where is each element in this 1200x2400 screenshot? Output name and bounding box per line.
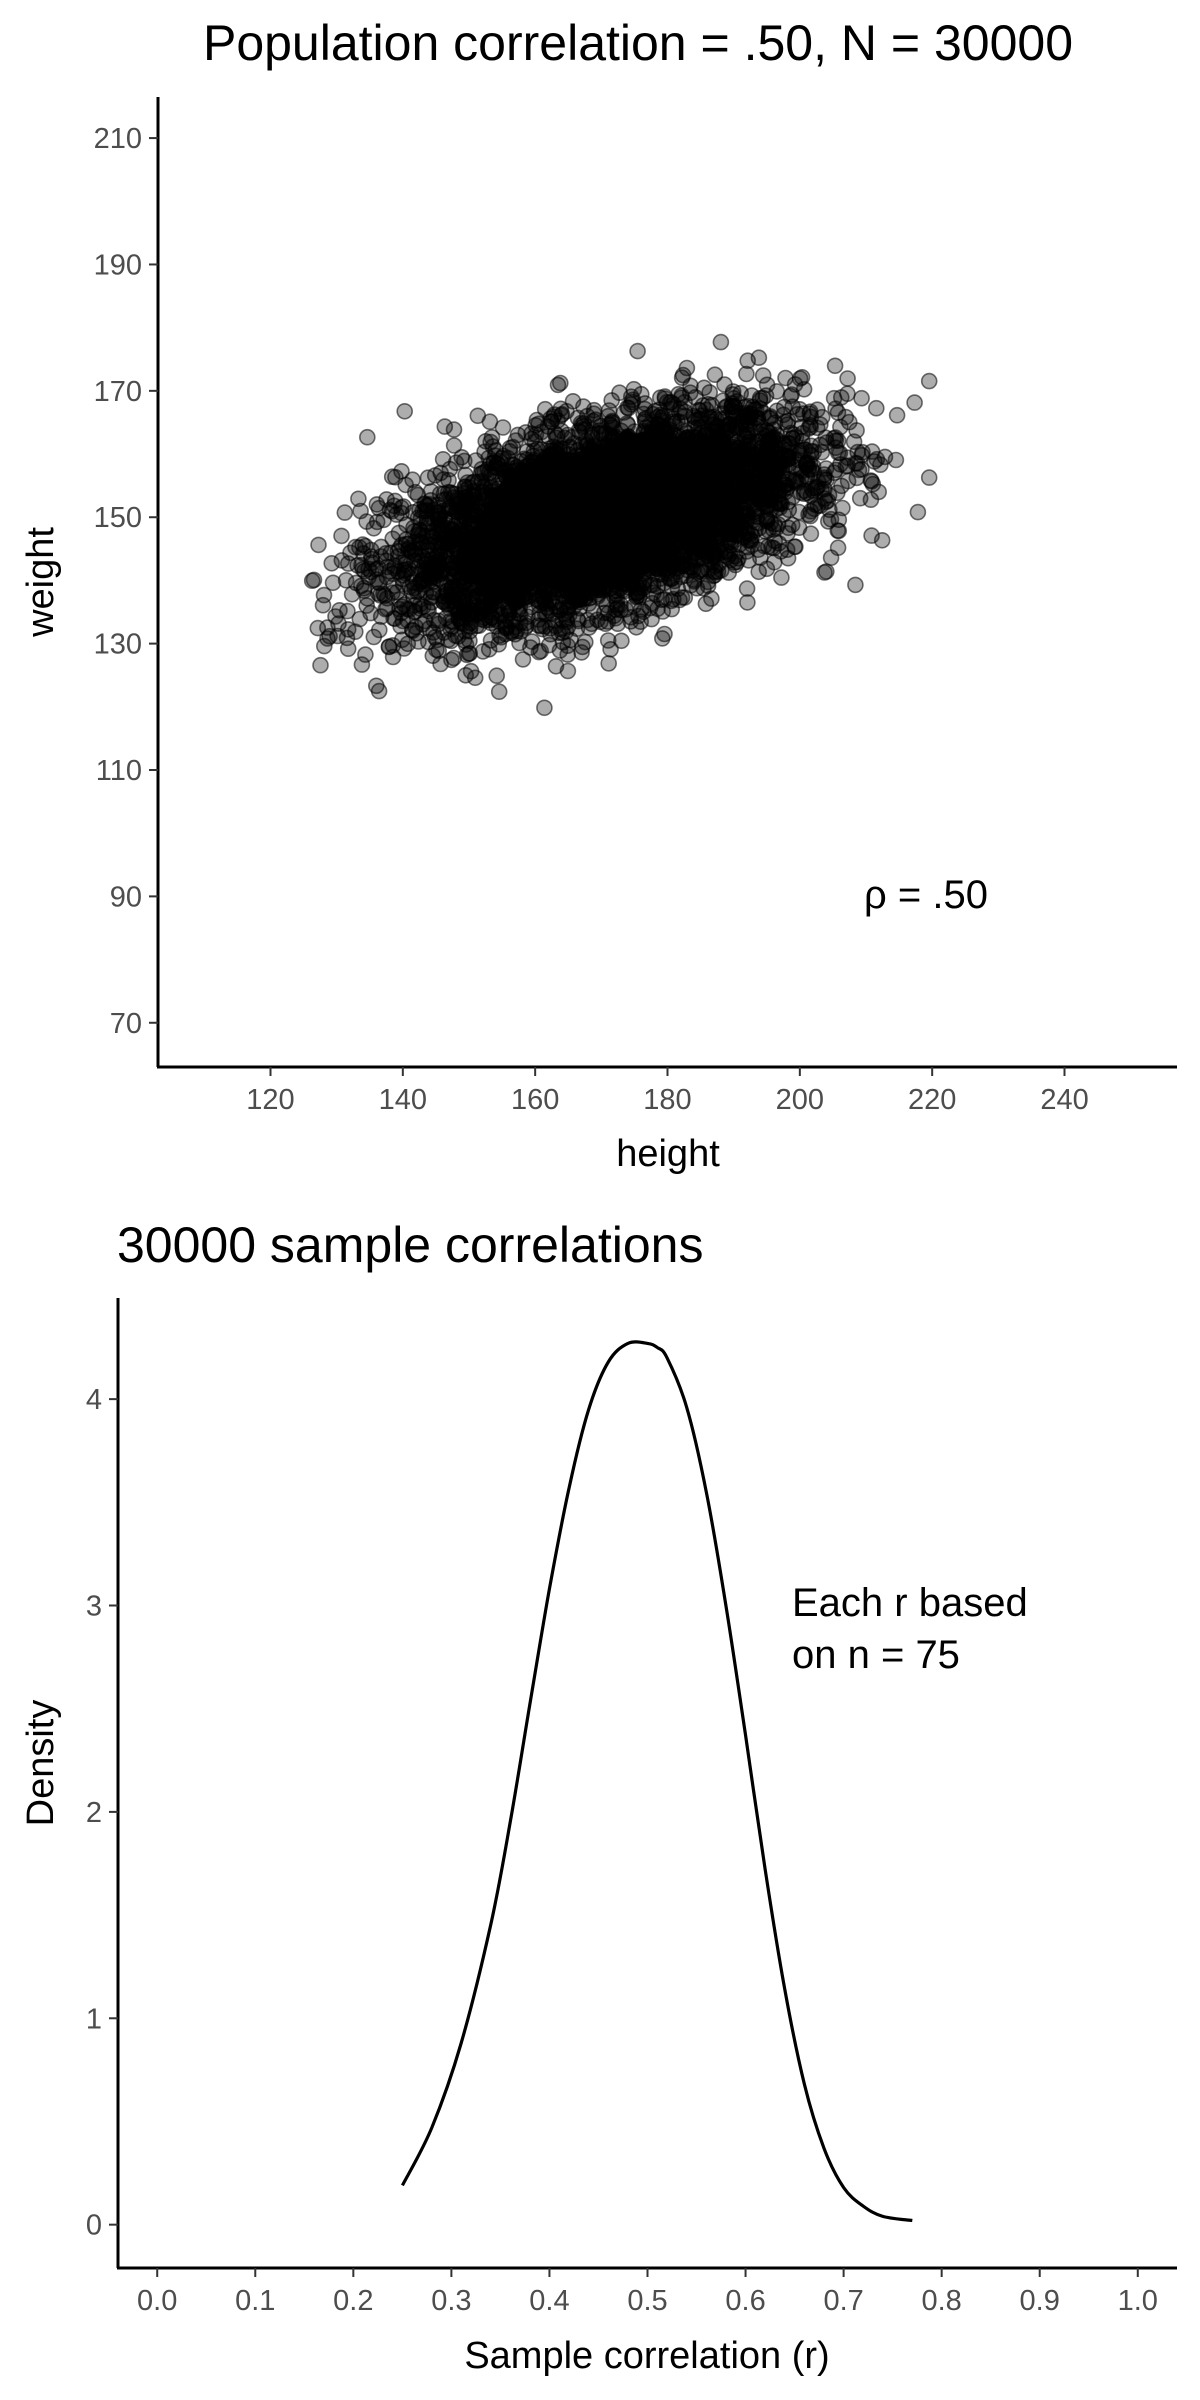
scatter-points	[303, 333, 938, 717]
scatter-point	[773, 569, 790, 586]
scatter-point	[611, 384, 628, 402]
scatter-point	[396, 402, 414, 420]
scatter-point	[873, 531, 891, 549]
scatter-point	[863, 473, 880, 490]
scatter-point	[319, 630, 336, 647]
scatter-point	[712, 333, 730, 351]
scatter-point	[380, 638, 398, 655]
scatter-point	[629, 342, 646, 360]
scatter-point	[336, 504, 354, 521]
scatter-point	[339, 555, 357, 572]
scatter-point	[839, 370, 856, 387]
scatter-point	[447, 454, 465, 472]
scatter-point	[750, 563, 768, 581]
scatter-point	[370, 499, 388, 517]
scatter-point	[906, 394, 923, 411]
scatter-point	[312, 656, 329, 674]
scatter-point	[343, 585, 361, 603]
scatter-point	[754, 389, 772, 407]
scatter-point	[768, 383, 786, 400]
scatter-point	[419, 469, 437, 487]
scatter-point	[819, 513, 837, 530]
scatter-point	[357, 646, 374, 663]
scatter-point	[514, 651, 532, 668]
scatter-point	[481, 413, 499, 431]
scatter-point	[600, 655, 618, 672]
scatter-point	[310, 536, 327, 554]
scatter-point	[777, 369, 794, 387]
scatter-point	[551, 374, 569, 392]
scatter-point	[826, 357, 844, 375]
scatter-point	[324, 574, 342, 592]
scatter-point	[597, 615, 614, 633]
scatter-point	[920, 469, 938, 486]
scatter-panel: Population correlation = .50, N = 30000 …	[20, 15, 1177, 1175]
scatter-point	[817, 563, 835, 580]
scatter-point	[564, 392, 582, 410]
scatter-point	[370, 682, 388, 700]
scatter-point	[909, 503, 927, 521]
scatter-point	[559, 662, 577, 680]
scatter-title: Population correlation = .50, N = 30000	[203, 15, 1073, 71]
scatter-point	[653, 630, 671, 647]
scatter-point	[754, 367, 772, 384]
scatter-point	[872, 456, 889, 474]
scatter-point	[333, 527, 350, 545]
scatter-point	[888, 406, 906, 424]
scatter-point	[536, 699, 553, 717]
scatter-point	[802, 525, 820, 543]
scatter-point	[490, 683, 508, 701]
scatter-point	[399, 635, 417, 653]
scatter-point	[546, 424, 564, 442]
scatter-point	[697, 595, 715, 613]
scatter-point	[847, 576, 864, 594]
scatter-point	[383, 468, 401, 486]
scatter-point	[632, 613, 650, 631]
scatter-point	[853, 389, 870, 407]
scatter-point	[488, 667, 506, 685]
scatter-point	[303, 572, 321, 590]
scatter-point	[432, 655, 449, 673]
scatter-point	[378, 599, 396, 617]
